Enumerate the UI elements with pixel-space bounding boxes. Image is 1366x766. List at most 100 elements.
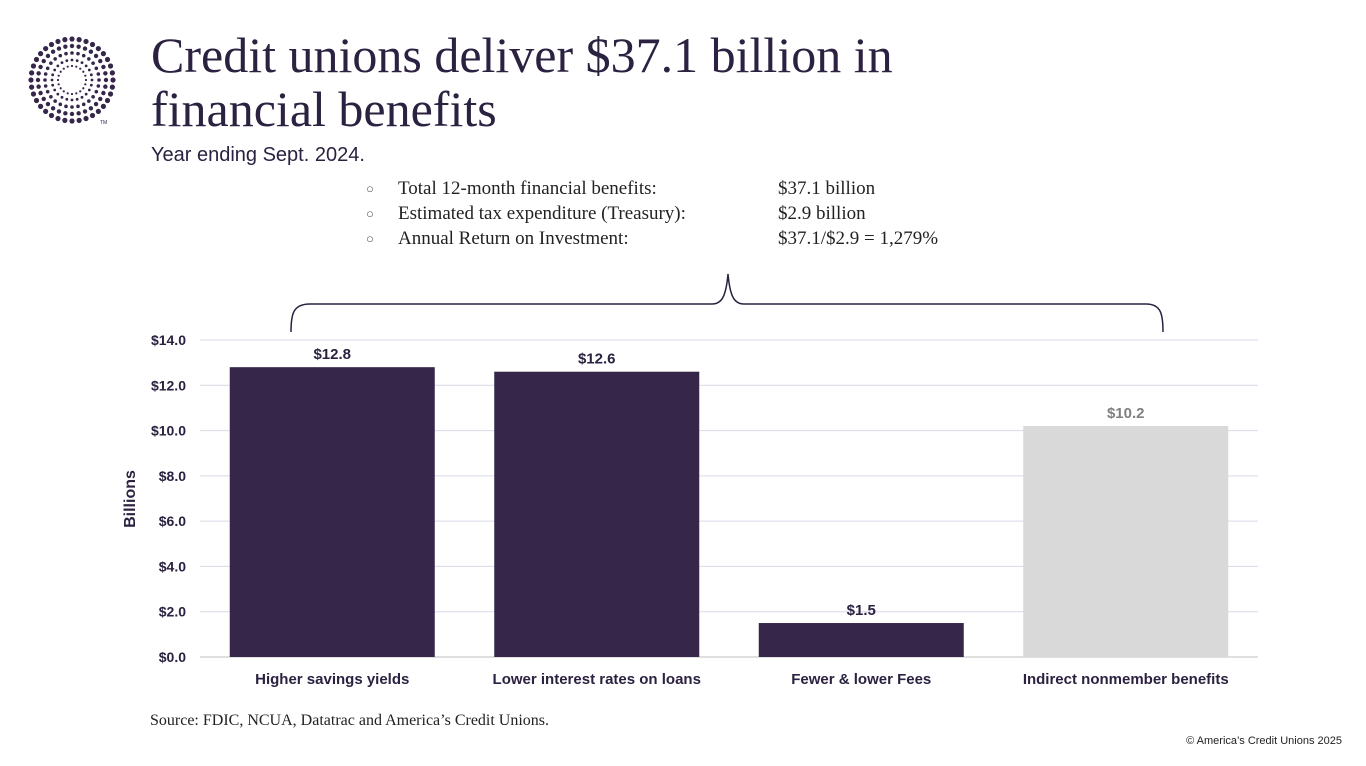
logo-dot	[56, 109, 62, 114]
logo-dot	[53, 99, 57, 103]
logo-dot	[95, 108, 101, 115]
logo-dot	[89, 83, 93, 87]
logo-dot	[50, 78, 54, 82]
logo-dot	[98, 96, 103, 102]
logo-dot	[57, 74, 60, 77]
page-title: Credit unions deliver $37.1 billion in f…	[151, 27, 893, 137]
logo-dot	[80, 61, 84, 65]
logo-dot	[62, 37, 68, 43]
logo-dot	[84, 74, 87, 77]
logo-dot	[96, 72, 101, 76]
logo-dot	[76, 51, 80, 56]
data-label: $10.2	[1107, 405, 1145, 422]
page-subtitle: Year ending Sept. 2024.	[151, 144, 365, 166]
logo-dot	[58, 53, 63, 58]
logo-dot	[33, 97, 40, 104]
trademark: TM	[100, 120, 107, 126]
logo-dot	[89, 112, 96, 119]
logo-dot	[50, 106, 56, 111]
logo-dot	[81, 53, 86, 58]
logo-dot	[53, 68, 57, 72]
logo-dot	[91, 95, 95, 99]
logo-dot	[38, 90, 43, 96]
logo-dot	[43, 108, 49, 115]
logo-dot	[66, 65, 69, 68]
logo-dot	[87, 57, 91, 61]
logo-dot	[56, 46, 62, 51]
logo-dot	[43, 72, 48, 76]
x-tick-label: Lower interest rates on loans	[493, 671, 701, 688]
logo-dot	[37, 103, 44, 109]
logo-dot	[53, 88, 57, 92]
x-tick-label: Indirect nonmember benefits	[1023, 671, 1229, 688]
logo-dot	[35, 77, 41, 83]
logo-dot	[55, 38, 61, 45]
logo-dot	[62, 67, 65, 70]
summary-label: Annual Return on Investment:	[398, 227, 629, 249]
logo-dot	[65, 59, 69, 63]
logo-dot	[82, 70, 85, 73]
y-tick-label: $14.0	[151, 332, 186, 348]
data-label: $1.5	[847, 602, 876, 619]
logo-icon: TM	[28, 36, 116, 126]
logo-dot	[76, 111, 81, 116]
logo-dot	[107, 63, 114, 69]
logo-dot	[87, 68, 91, 72]
logo-dot	[43, 84, 48, 88]
logo-dot	[45, 101, 51, 107]
logo-dot	[56, 64, 60, 68]
logo-dot	[84, 78, 88, 82]
logo-dot	[98, 58, 103, 64]
logo-dot	[30, 91, 37, 97]
summary-item: ○ Annual Return on Investment: $37.1/$2.9 …	[366, 226, 938, 251]
logo-dot	[107, 91, 114, 97]
logo-dot	[84, 64, 88, 68]
y-tick-label: $6.0	[159, 513, 186, 529]
logo-dot	[56, 92, 60, 96]
logo-dot	[60, 95, 64, 99]
summary-value: $2.9 billion	[778, 202, 866, 224]
logo-dot	[60, 61, 64, 65]
logo-dot	[70, 58, 74, 62]
logo-dot	[95, 45, 101, 52]
logo-dot	[45, 53, 51, 59]
logo-dot	[38, 64, 43, 70]
logo-dot	[64, 51, 68, 56]
logo-dot	[89, 73, 93, 77]
logo-dot	[70, 92, 74, 96]
y-tick-label: $4.0	[159, 558, 186, 574]
logo-dot	[45, 89, 50, 94]
logo-dot	[50, 49, 56, 54]
summary-value: $37.1/$2.9 = 1,279%	[778, 227, 939, 249]
logo-dot	[103, 71, 108, 76]
logo-dot	[75, 92, 78, 95]
logo-dot	[51, 73, 55, 77]
logo-dot	[37, 51, 44, 57]
logo-dot	[63, 44, 68, 49]
logo-dot	[93, 53, 99, 59]
logo-dot	[100, 51, 107, 57]
logo-dot	[41, 96, 46, 102]
data-label: $12.6	[578, 351, 616, 368]
logo-dot	[104, 56, 111, 63]
logo-dot	[109, 70, 115, 76]
logo-dot	[64, 104, 68, 109]
y-tick-label: $10.0	[151, 423, 186, 439]
logo-dot	[57, 83, 60, 86]
y-tick-label: $0.0	[159, 649, 186, 665]
logo-dot	[48, 112, 55, 119]
logo-dot	[87, 99, 91, 103]
logo-dot	[56, 78, 60, 82]
logo-dot	[63, 111, 68, 116]
logo-dot	[69, 111, 75, 117]
logo-dot	[59, 70, 62, 73]
logo-dot	[81, 102, 86, 107]
x-tick-label: Higher savings yields	[255, 671, 409, 688]
logo-dot	[66, 92, 69, 95]
logo-dot	[91, 61, 95, 65]
logo-dot	[82, 46, 88, 51]
logo-dot	[93, 101, 99, 107]
logo-dot	[101, 64, 106, 70]
circle-bullet-icon: ○	[366, 230, 374, 246]
logo-dot	[87, 88, 91, 92]
